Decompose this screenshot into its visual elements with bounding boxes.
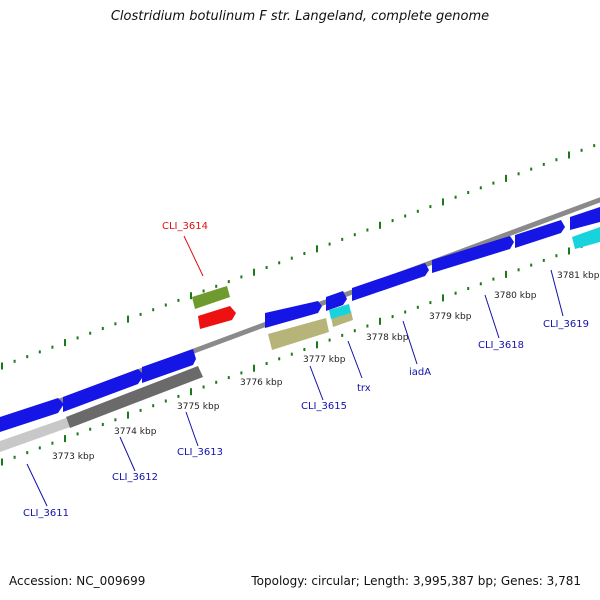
gene-label-3613: CLI_3613 (177, 447, 223, 458)
gene-block-trx-cyan (329, 304, 351, 319)
label-leader-lines (26, 235, 564, 507)
scale-label: 3774 kbp (114, 427, 157, 437)
gene-block-trx-olive (331, 311, 353, 327)
leader-3614 (183, 235, 204, 277)
scale-label: 3773 kbp (52, 452, 95, 462)
leader-3619 (550, 269, 564, 317)
leader-3612 (119, 436, 136, 472)
scale-label: 3775 kbp (177, 402, 220, 412)
accession-text: Accession: NC_009699 (9, 574, 146, 588)
leader-iadA (402, 320, 418, 365)
gene-labels: CLI_3611 CLI_3612 CLI_3613 CLI_3614 CLI_… (23, 221, 589, 519)
gene-block-3619-cyan (572, 227, 600, 249)
leader-3611 (26, 463, 48, 507)
map-title: Clostridium botulinum F str. Langeland, … (110, 9, 490, 24)
gene-arrow-trx-blue (326, 291, 347, 311)
gene-label-iadA: iadA (409, 367, 431, 378)
gene-label-3615: CLI_3615 (301, 401, 347, 412)
gene-arrow-3618b-blue (515, 220, 565, 248)
gene-block-3611-lightgray (0, 418, 70, 452)
scale-label: 3777 kbp (303, 355, 346, 365)
leader-3618 (484, 294, 500, 339)
gene-label-trx: trx (357, 383, 371, 394)
gene-arrow-iadA-blue (352, 263, 429, 301)
gene-arrow-3611-blue (0, 398, 64, 432)
gene-arrow-3619-blue (570, 207, 600, 230)
scale-label: 3776 kbp (240, 378, 283, 388)
gene-arrow-3612-blue (63, 369, 144, 412)
gene-block-3615-olive (268, 318, 329, 350)
gene-label-3614: CLI_3614 (162, 221, 208, 232)
gene-label-3619: CLI_3619 (543, 319, 589, 330)
gene-arrow-3613-blue (142, 349, 196, 383)
gene-arrow-3618a-blue (432, 236, 514, 273)
gene-block-3614-green (192, 286, 230, 309)
gene-arrow-3614-red (198, 306, 236, 329)
leader-3615 (309, 365, 324, 401)
scale-labels: 3773 kbp 3774 kbp 3775 kbp 3776 kbp 3777… (52, 271, 600, 462)
genome-summary-text: Topology: circular; Length: 3,995,387 bp… (251, 574, 581, 588)
gene-label-3618: CLI_3618 (478, 340, 524, 351)
gene-label-3612: CLI_3612 (112, 472, 158, 483)
gene-block-3612-darkgray (66, 366, 203, 428)
scale-label: 3778 kbp (366, 333, 409, 343)
scale-label: 3779 kbp (429, 312, 472, 322)
leader-trx (347, 340, 363, 379)
gene-arrow-3615-blue (265, 301, 322, 328)
outer-tick-row (1, 144, 596, 370)
leader-3613 (185, 411, 199, 447)
scale-label: 3780 kbp (494, 291, 537, 301)
scale-label: 3781 kbp (557, 271, 600, 281)
inner-tick-row (1, 240, 596, 466)
gene-label-3611: CLI_3611 (23, 508, 69, 519)
